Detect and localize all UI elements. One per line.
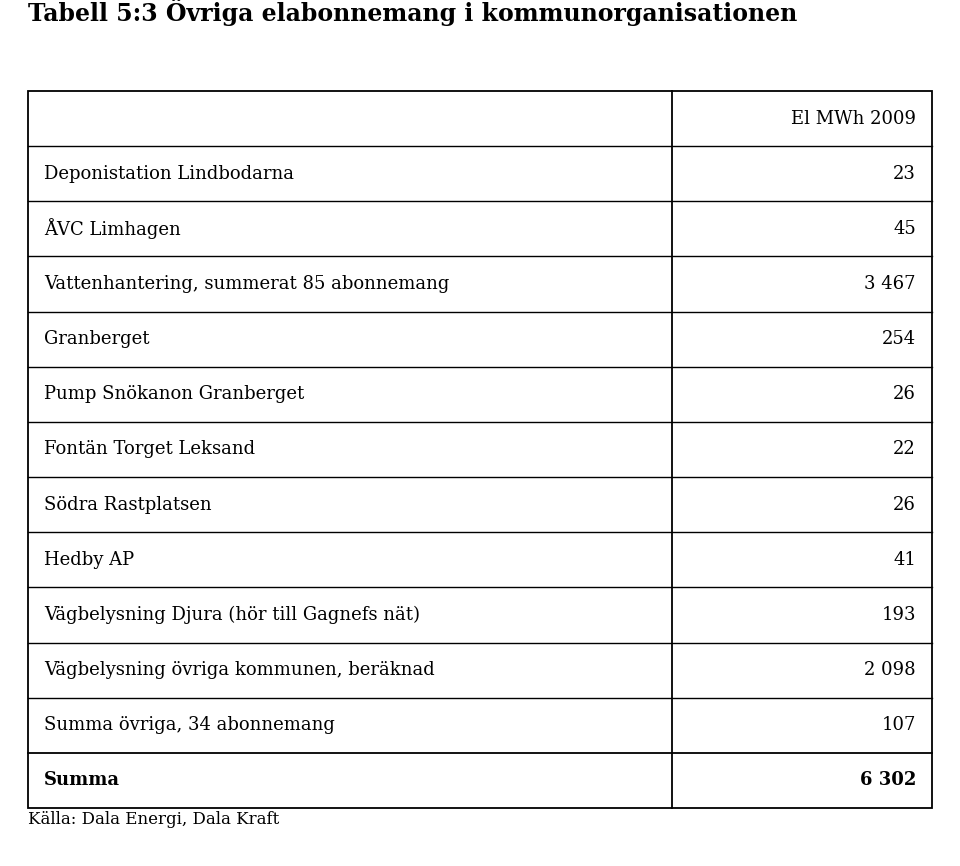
Text: Fontän Torget Leksand: Fontän Torget Leksand: [44, 441, 255, 458]
Text: Deponistation Lindbodarna: Deponistation Lindbodarna: [44, 165, 294, 183]
Text: Summa: Summa: [44, 772, 120, 790]
Text: 193: 193: [881, 606, 916, 624]
Text: Granberget: Granberget: [44, 330, 150, 348]
Text: Vattenhantering, summerat 85 abonnemang: Vattenhantering, summerat 85 abonnemang: [44, 275, 449, 293]
Text: 45: 45: [893, 220, 916, 238]
Text: 3 467: 3 467: [865, 275, 916, 293]
Bar: [28, 91, 932, 808]
Text: 23: 23: [893, 165, 916, 183]
Text: Hedby AP: Hedby AP: [44, 551, 134, 569]
Text: Källa: Dala Energi, Dala Kraft: Källa: Dala Energi, Dala Kraft: [28, 811, 279, 828]
Text: 2 098: 2 098: [864, 661, 916, 679]
Text: 26: 26: [893, 385, 916, 404]
Text: El MWh 2009: El MWh 2009: [791, 110, 916, 127]
Text: 107: 107: [881, 716, 916, 734]
Text: ÅVC Limhagen: ÅVC Limhagen: [44, 218, 180, 239]
Text: 26: 26: [893, 495, 916, 514]
Text: 22: 22: [893, 441, 916, 458]
Text: Vägbelysning Djura (hör till Gagnefs nät): Vägbelysning Djura (hör till Gagnefs nät…: [44, 606, 420, 624]
Text: Södra Rastplatsen: Södra Rastplatsen: [44, 495, 211, 514]
Text: Vägbelysning övriga kommunen, beräknad: Vägbelysning övriga kommunen, beräknad: [44, 661, 435, 679]
Text: 6 302: 6 302: [859, 772, 916, 790]
Text: Tabell 5:3 Övriga elabonnemang i kommunorganisationen: Tabell 5:3 Övriga elabonnemang i kommuno…: [28, 0, 797, 26]
Text: 254: 254: [882, 330, 916, 348]
Text: 41: 41: [893, 551, 916, 569]
Text: Pump Snökanon Granberget: Pump Snökanon Granberget: [44, 385, 304, 404]
Text: Summa övriga, 34 abonnemang: Summa övriga, 34 abonnemang: [44, 716, 335, 734]
